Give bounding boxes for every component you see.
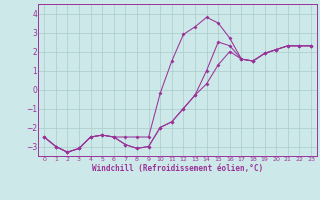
X-axis label: Windchill (Refroidissement éolien,°C): Windchill (Refroidissement éolien,°C) [92, 164, 263, 173]
